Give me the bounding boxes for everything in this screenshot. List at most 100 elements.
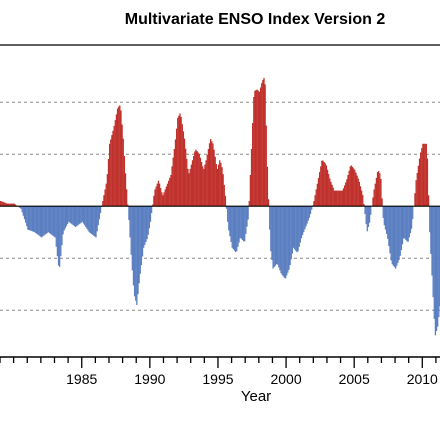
anomaly-bar <box>21 206 23 213</box>
anomaly-bar <box>409 206 412 234</box>
anomaly-bar <box>236 206 238 252</box>
anomaly-bar <box>223 184 225 207</box>
anomaly-bar <box>217 164 220 207</box>
anomaly-bar <box>224 195 227 207</box>
anomaly-bar <box>164 189 166 207</box>
anomaly-bar <box>185 148 187 207</box>
anomaly-bar <box>93 206 95 236</box>
anomaly-bar <box>339 190 341 207</box>
anomaly-bar <box>362 194 364 207</box>
anomaly-bar <box>131 206 133 271</box>
anomaly-bar <box>5 203 7 207</box>
anomaly-bar <box>412 206 414 220</box>
anomaly-bar <box>245 206 247 234</box>
anomaly-bar <box>422 143 424 207</box>
anomaly-bar <box>56 206 59 257</box>
anomaly-bar <box>291 206 294 254</box>
anomaly-bar <box>124 173 127 207</box>
anomaly-bar <box>414 193 416 207</box>
anomaly-bar <box>228 206 230 231</box>
anomaly-bar <box>214 156 216 207</box>
anomaly-bar <box>261 83 263 207</box>
anomaly-bar <box>336 190 338 207</box>
anomaly-bar <box>177 117 179 207</box>
anomaly-bar <box>318 172 321 207</box>
anomaly-bar <box>306 206 308 224</box>
anomaly-bar <box>74 206 77 227</box>
anomaly-bar <box>385 206 388 234</box>
anomaly-bar <box>116 108 119 207</box>
anomaly-bar <box>390 206 392 261</box>
anomaly-bar <box>146 206 148 240</box>
anomaly-bar <box>113 125 115 207</box>
anomaly-bar <box>288 206 290 270</box>
anomaly-bar <box>373 189 375 207</box>
anomaly-bar <box>156 183 158 207</box>
anomaly-bar <box>38 206 40 236</box>
anomaly-bar <box>145 206 147 243</box>
anomaly-bar <box>329 178 331 207</box>
anomaly-bar <box>174 139 177 207</box>
anomaly-bar <box>237 206 239 247</box>
anomaly-bar <box>426 158 429 207</box>
anomaly-bar <box>139 206 141 274</box>
anomaly-bar <box>103 195 105 207</box>
anomaly-bar <box>421 148 423 207</box>
anomaly-bar <box>30 206 32 231</box>
anomaly-bar <box>13 203 15 207</box>
anomaly-bar <box>136 206 138 305</box>
anomaly-bar <box>166 183 169 207</box>
anomaly-bar <box>60 206 62 257</box>
anomaly-bar <box>118 106 120 207</box>
anomaly-bar <box>289 206 291 266</box>
anomaly-bar <box>114 120 116 207</box>
anomaly-bar <box>222 174 224 207</box>
anomaly-bar <box>400 206 403 251</box>
anomaly-bar <box>381 198 383 207</box>
anomaly-bar <box>208 143 211 207</box>
anomaly-bar <box>282 206 284 277</box>
anomaly-bar <box>188 173 190 207</box>
anomaly-bar <box>158 183 161 207</box>
anomaly-bar <box>315 189 317 207</box>
anomaly-bar <box>242 206 245 242</box>
anomaly-bar <box>62 206 64 235</box>
anomaly-bar <box>42 206 44 237</box>
anomaly-bar <box>326 169 329 207</box>
anomaly-bar <box>262 80 264 207</box>
anomaly-bar <box>170 175 172 207</box>
anomaly-bar <box>304 206 306 230</box>
anomaly-bar <box>416 172 418 207</box>
anomaly-bar <box>64 206 66 229</box>
anomaly-bar <box>183 138 186 207</box>
anomaly-bar <box>317 177 320 207</box>
anomaly-bar <box>270 206 272 252</box>
anomaly-bar <box>23 206 26 220</box>
anomaly-bar <box>396 206 398 266</box>
anomaly-bar <box>4 202 6 207</box>
anomaly-bar <box>231 206 233 248</box>
x-tick-label: 2010 <box>407 371 438 387</box>
anomaly-bar <box>97 206 99 226</box>
anomaly-bar <box>180 116 182 207</box>
anomaly-bar <box>372 197 374 207</box>
anomaly-bar <box>61 206 63 246</box>
anomaly-bar <box>281 206 283 275</box>
anomaly-bar <box>29 206 31 231</box>
anomaly-bar <box>119 105 121 207</box>
anomaly-bar <box>252 123 254 207</box>
anomaly-bar <box>307 206 309 221</box>
anomaly-bar <box>39 206 42 237</box>
anomaly-bar <box>286 206 288 276</box>
anomaly-bar <box>415 180 417 207</box>
anomaly-bar <box>301 206 304 236</box>
anomaly-bar <box>129 206 131 238</box>
anomaly-bar <box>187 168 189 207</box>
anomaly-bar <box>337 190 339 207</box>
anomaly-bar <box>133 206 136 297</box>
anomaly-bar <box>132 206 135 286</box>
anomaly-bar <box>121 124 123 207</box>
anomaly-bar <box>123 155 126 207</box>
anomaly-bar <box>130 206 132 255</box>
anomaly-bar <box>90 206 93 234</box>
